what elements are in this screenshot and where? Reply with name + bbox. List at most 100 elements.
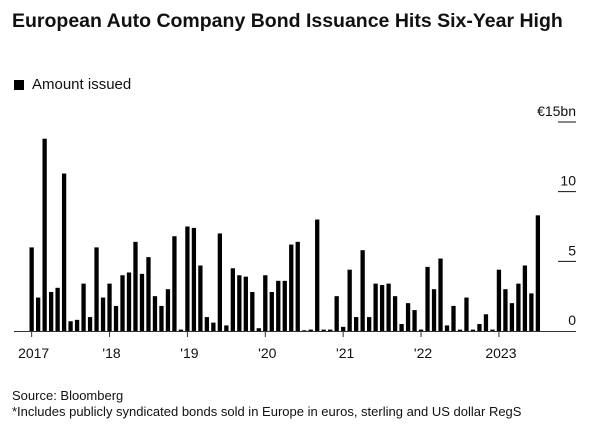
- bar-2019-04: [204, 317, 210, 331]
- bar-2020-07: [302, 330, 307, 331]
- bar-2017-04: [48, 291, 54, 331]
- bar-2022-04: [438, 258, 443, 331]
- x-tick-label: '22: [414, 345, 432, 361]
- bar-undefined: [535, 215, 541, 331]
- bar-2023-01: [496, 269, 502, 331]
- bar-2019-01: [185, 226, 190, 331]
- bar-2018-01: [107, 283, 112, 331]
- legend: Amount issued: [14, 76, 131, 93]
- bar-2022-12: [490, 329, 495, 331]
- bar-2019-02: [191, 227, 197, 331]
- bar-2020-06: [295, 241, 300, 331]
- y-tick-labels: 0 5 10 €15bn: [537, 103, 576, 328]
- bar-2019-05: [211, 322, 216, 331]
- y-tick-label: 10: [560, 173, 576, 189]
- bar-2018-05: [133, 241, 138, 331]
- bar-2020-01: [263, 275, 268, 331]
- bar-2020-10: [321, 329, 326, 331]
- bar-2022-09: [470, 329, 476, 331]
- bar-2017-08: [74, 319, 80, 331]
- bar-2017-10: [87, 317, 93, 331]
- bar-2019-06: [217, 233, 223, 331]
- bar-2017-09: [81, 283, 86, 331]
- bar-2019-08: [230, 268, 235, 331]
- bar-2019-07: [224, 325, 229, 331]
- y-tick-marks: [558, 121, 576, 262]
- x-tick-label: 2023: [485, 345, 516, 361]
- bar-2021-07: [379, 285, 385, 331]
- bar-2018-04: [126, 272, 132, 331]
- bar-2023-02: [503, 289, 508, 331]
- x-tick-label: 2017: [18, 345, 49, 361]
- bar-chart: 0 5 10 €15bn 2017 '18 '19 '20 '21 '22 2023: [14, 103, 576, 361]
- legend-label: Amount issued: [32, 76, 132, 93]
- bar-2020-09: [315, 219, 320, 331]
- bar-2019-10: [243, 276, 248, 331]
- bar-2021-08: [386, 283, 391, 331]
- bar-2023-04: [516, 283, 521, 331]
- bar-2017-03: [42, 138, 47, 331]
- bars: [29, 138, 541, 331]
- bar-2020-03: [276, 280, 281, 331]
- bar-2022-03: [431, 289, 437, 331]
- bar-2017-05: [55, 287, 60, 331]
- x-tick-labels: 2017 '18 '19 '20 '21 '22 2023: [18, 332, 517, 361]
- bar-2020-04: [282, 280, 287, 331]
- x-tick-label: '21: [336, 345, 354, 361]
- bar-2018-07: [146, 257, 151, 331]
- x-tick-label: '20: [258, 345, 276, 361]
- bar-2018-09: [159, 305, 164, 331]
- bar-2021-09: [392, 296, 398, 331]
- bar-2020-02: [269, 291, 274, 331]
- bar-2022-06: [451, 305, 456, 331]
- bar-2021-01: [341, 326, 346, 331]
- bar-2022-05: [444, 325, 450, 331]
- bar-2021-11: [405, 303, 411, 331]
- legend-swatch: [14, 79, 24, 90]
- bar-2018-10: [165, 289, 171, 331]
- footer: Source: Bloomberg *Includes publicly syn…: [12, 388, 602, 420]
- bar-2017-02: [35, 297, 41, 331]
- bar-2021-02: [347, 269, 352, 331]
- bar-2019-09: [237, 275, 242, 331]
- x-tick-label: '18: [102, 345, 120, 361]
- bar-2022-11: [483, 314, 489, 331]
- bar-2019-03: [198, 265, 203, 331]
- bar-2021-03: [354, 317, 359, 331]
- bar-2018-08: [152, 296, 158, 331]
- bar-2018-03: [120, 275, 125, 331]
- bar-2022-08: [464, 297, 469, 331]
- bar-2021-10: [399, 324, 404, 331]
- bar-2022-07: [457, 329, 463, 331]
- bar-2018-02: [113, 305, 119, 331]
- source-note: Source: Bloomberg: [12, 388, 124, 403]
- bar-2022-01: [418, 329, 424, 331]
- bar-2017-01: [29, 247, 34, 331]
- bar-2018-06: [139, 273, 145, 331]
- bar-2019-12: [256, 328, 261, 331]
- bar-2021-12: [412, 310, 417, 331]
- y-tick-label: 0: [568, 312, 576, 328]
- bar-2020-12: [334, 296, 339, 331]
- x-tick-label: '19: [180, 345, 198, 361]
- bar-2021-06: [373, 283, 378, 331]
- bar-2020-11: [328, 329, 333, 331]
- bar-2019-11: [250, 291, 255, 331]
- bar-2021-04: [360, 250, 365, 331]
- bar-2018-12: [178, 329, 184, 331]
- bar-undefined: [529, 293, 534, 331]
- bar-2020-05: [289, 244, 294, 331]
- bar-2017-06: [61, 173, 67, 331]
- y-tick-label: €15bn: [537, 103, 576, 119]
- footnote: *Includes publicly syndicated bonds sold…: [12, 404, 522, 419]
- bar-2023-03: [509, 303, 515, 331]
- bar-2017-11: [94, 247, 99, 331]
- bar-2022-02: [425, 266, 430, 331]
- bar-2017-07: [68, 321, 73, 331]
- bar-2021-05: [366, 317, 372, 331]
- bar-2018-11: [172, 236, 177, 331]
- bar-2023-05: [522, 265, 528, 331]
- bar-2022-10: [477, 324, 482, 331]
- chart-title: European Auto Company Bond Issuance Hits…: [12, 10, 563, 32]
- y-tick-label: 5: [568, 242, 576, 258]
